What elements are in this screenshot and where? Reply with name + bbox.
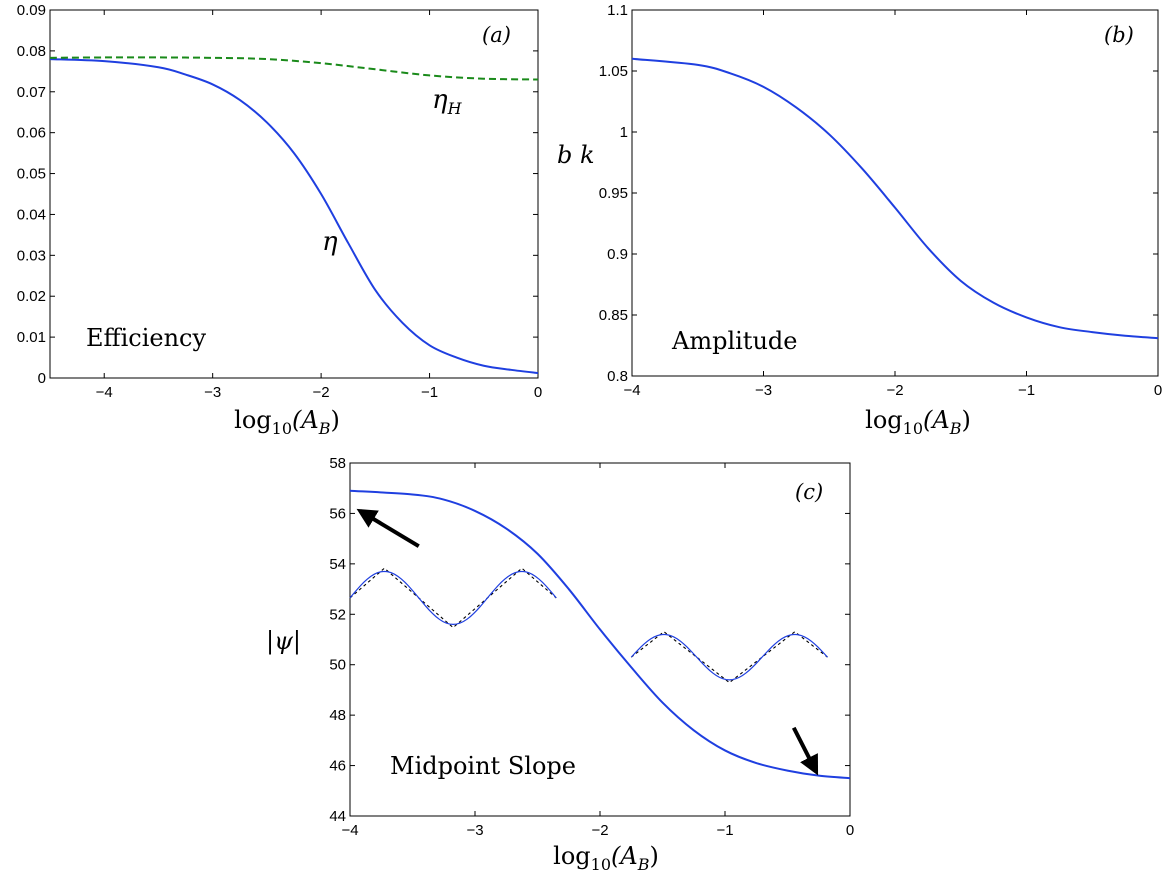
series-line-b-0 <box>631 57 1159 340</box>
inset-reference-1 <box>630 631 828 684</box>
x-tick-label: 0 <box>1154 382 1162 399</box>
panel-a-ticks: −4 −3 −2 −1 0 0 0.01 0.02 0.03 0.04 0.05 0.06 0.07 0.… <box>17 2 542 401</box>
y-tick-label: 52 <box>329 606 346 623</box>
panel-c-annotation: Midpoint Slope <box>390 752 576 780</box>
y-tick-label: 50 <box>329 657 346 674</box>
series-line-a-1 <box>49 56 539 81</box>
y-tick-label: 0.08 <box>17 43 46 60</box>
panel-c-ylabel: |ψ| <box>266 627 301 656</box>
panel-c-xlabel-base-sub: 10 <box>591 855 611 874</box>
panel-a-xlabel-base-sub: 10 <box>272 419 292 438</box>
arrow-0 <box>356 508 420 548</box>
series-line-c-0 <box>349 489 851 780</box>
panel-a-xlabel-open: (A <box>292 406 319 434</box>
panel-b-frame <box>631 9 1159 377</box>
panel-a-xlabel-base: log <box>234 406 272 434</box>
series-eta-label: η <box>322 227 338 257</box>
panel-b-xlabel: log10(AB) <box>865 406 971 438</box>
arrow-1 <box>791 726 819 776</box>
series-eta-h-sub: H <box>447 99 463 118</box>
panel-b-ticks: −4 −3 −2 −1 0 0.8 0.85 0.9 0.95 1 1.05 1.1 <box>599 2 1162 399</box>
x-tick-label: −4 <box>341 822 358 839</box>
series-eta-h-base: η <box>432 85 448 115</box>
x-tick-label: −4 <box>623 382 640 399</box>
x-tick-label: −3 <box>466 822 483 839</box>
panel-b-xlabel-var-sub: B <box>949 419 962 438</box>
y-tick-label: 0.95 <box>599 185 628 202</box>
panel-a-series <box>49 56 539 375</box>
series-eta-h-label: ηH <box>432 85 463 118</box>
y-tick-label: 0.06 <box>17 125 46 142</box>
y-tick-label: 54 <box>329 556 346 573</box>
panel-c-ticks: −4 −3 −2 −1 0 44 46 48 50 52 54 56 58 <box>329 455 854 839</box>
y-tick-label: 0.05 <box>17 166 46 183</box>
panel-c-series <box>349 489 851 780</box>
inset-wave-0 <box>349 570 557 625</box>
y-tick-label: 56 <box>329 505 346 522</box>
x-tick-label: −2 <box>591 822 608 839</box>
y-tick-label: 0.02 <box>17 288 46 305</box>
panel-c-label: (c) <box>795 480 823 504</box>
y-tick-label: 0.9 <box>607 246 628 263</box>
panel-b-ylabel: b k <box>557 141 595 169</box>
y-tick-label: 0.85 <box>599 307 628 324</box>
panel-c-xlabel-open: (A <box>611 842 638 870</box>
inset-wave-1 <box>630 633 828 681</box>
panel-c-xlabel: log10(AB) <box>553 842 659 874</box>
y-tick-label: 0.04 <box>17 206 46 223</box>
x-tick-label: −4 <box>96 384 113 401</box>
y-tick-label: 0.09 <box>17 2 46 19</box>
y-tick-label: 1.05 <box>599 63 628 80</box>
y-tick-label: 58 <box>329 455 346 472</box>
panel-a-xlabel: log10(AB) <box>234 406 340 438</box>
x-tick-label: 0 <box>534 384 542 401</box>
y-tick-label: 0.01 <box>17 329 46 346</box>
series-line-a-0 <box>49 58 539 375</box>
y-tick-label: 48 <box>329 707 346 724</box>
panel-b-annotation: Amplitude <box>671 327 797 355</box>
panel-a-frame <box>49 9 539 379</box>
inset-reference-0 <box>349 567 557 629</box>
panel-c: −4 −3 −2 −1 0 44 46 48 50 52 54 56 58 (c) Midpoint S… <box>266 455 854 874</box>
x-tick-label: −3 <box>204 384 221 401</box>
panel-c-xlabel-base: log <box>553 842 591 870</box>
y-tick-label: 46 <box>329 758 346 775</box>
panel-c-xlabel-close: ) <box>649 842 658 870</box>
y-tick-label: 44 <box>329 808 346 825</box>
panel-b-xlabel-base: log <box>865 406 903 434</box>
panel-a-xlabel-var-sub: B <box>318 419 331 438</box>
panel-c-xlabel-var-sub: B <box>637 855 650 874</box>
x-tick-label: −2 <box>313 384 330 401</box>
x-tick-label: −1 <box>1018 382 1035 399</box>
panel-a: −4 −3 −2 −1 0 0 0.01 0.02 0.03 0.04 0.05 0.06 0.07 0.… <box>17 2 542 438</box>
y-tick-label: 0.07 <box>17 84 46 101</box>
panel-b-xlabel-close: ) <box>961 406 970 434</box>
x-tick-label: 0 <box>846 822 854 839</box>
x-tick-label: −3 <box>755 382 772 399</box>
y-tick-label: 0.8 <box>607 368 628 385</box>
y-tick-label: 0 <box>38 370 46 387</box>
panel-b-xlabel-open: (A <box>923 406 950 434</box>
panel-b-xlabel-base-sub: 10 <box>903 419 923 438</box>
panel-a-annotation: Efficiency <box>86 324 206 352</box>
x-tick-label: −1 <box>421 384 438 401</box>
y-tick-label: 0.03 <box>17 247 46 264</box>
panel-a-xlabel-close: ) <box>330 406 339 434</box>
panel-a-label: (a) <box>482 23 511 47</box>
panel-c-arrows <box>356 508 819 776</box>
y-tick-label: 1.1 <box>607 2 628 19</box>
panel-b: −4 −3 −2 −1 0 0.8 0.85 0.9 0.95 1 1.05 1.1 (b) Ampl… <box>557 2 1162 438</box>
panel-b-series <box>631 57 1159 340</box>
y-tick-label: 1 <box>620 124 628 141</box>
panel-c-insets <box>349 567 828 684</box>
panel-b-label: (b) <box>1104 23 1134 47</box>
x-tick-label: −1 <box>716 822 733 839</box>
x-tick-label: −2 <box>886 382 903 399</box>
